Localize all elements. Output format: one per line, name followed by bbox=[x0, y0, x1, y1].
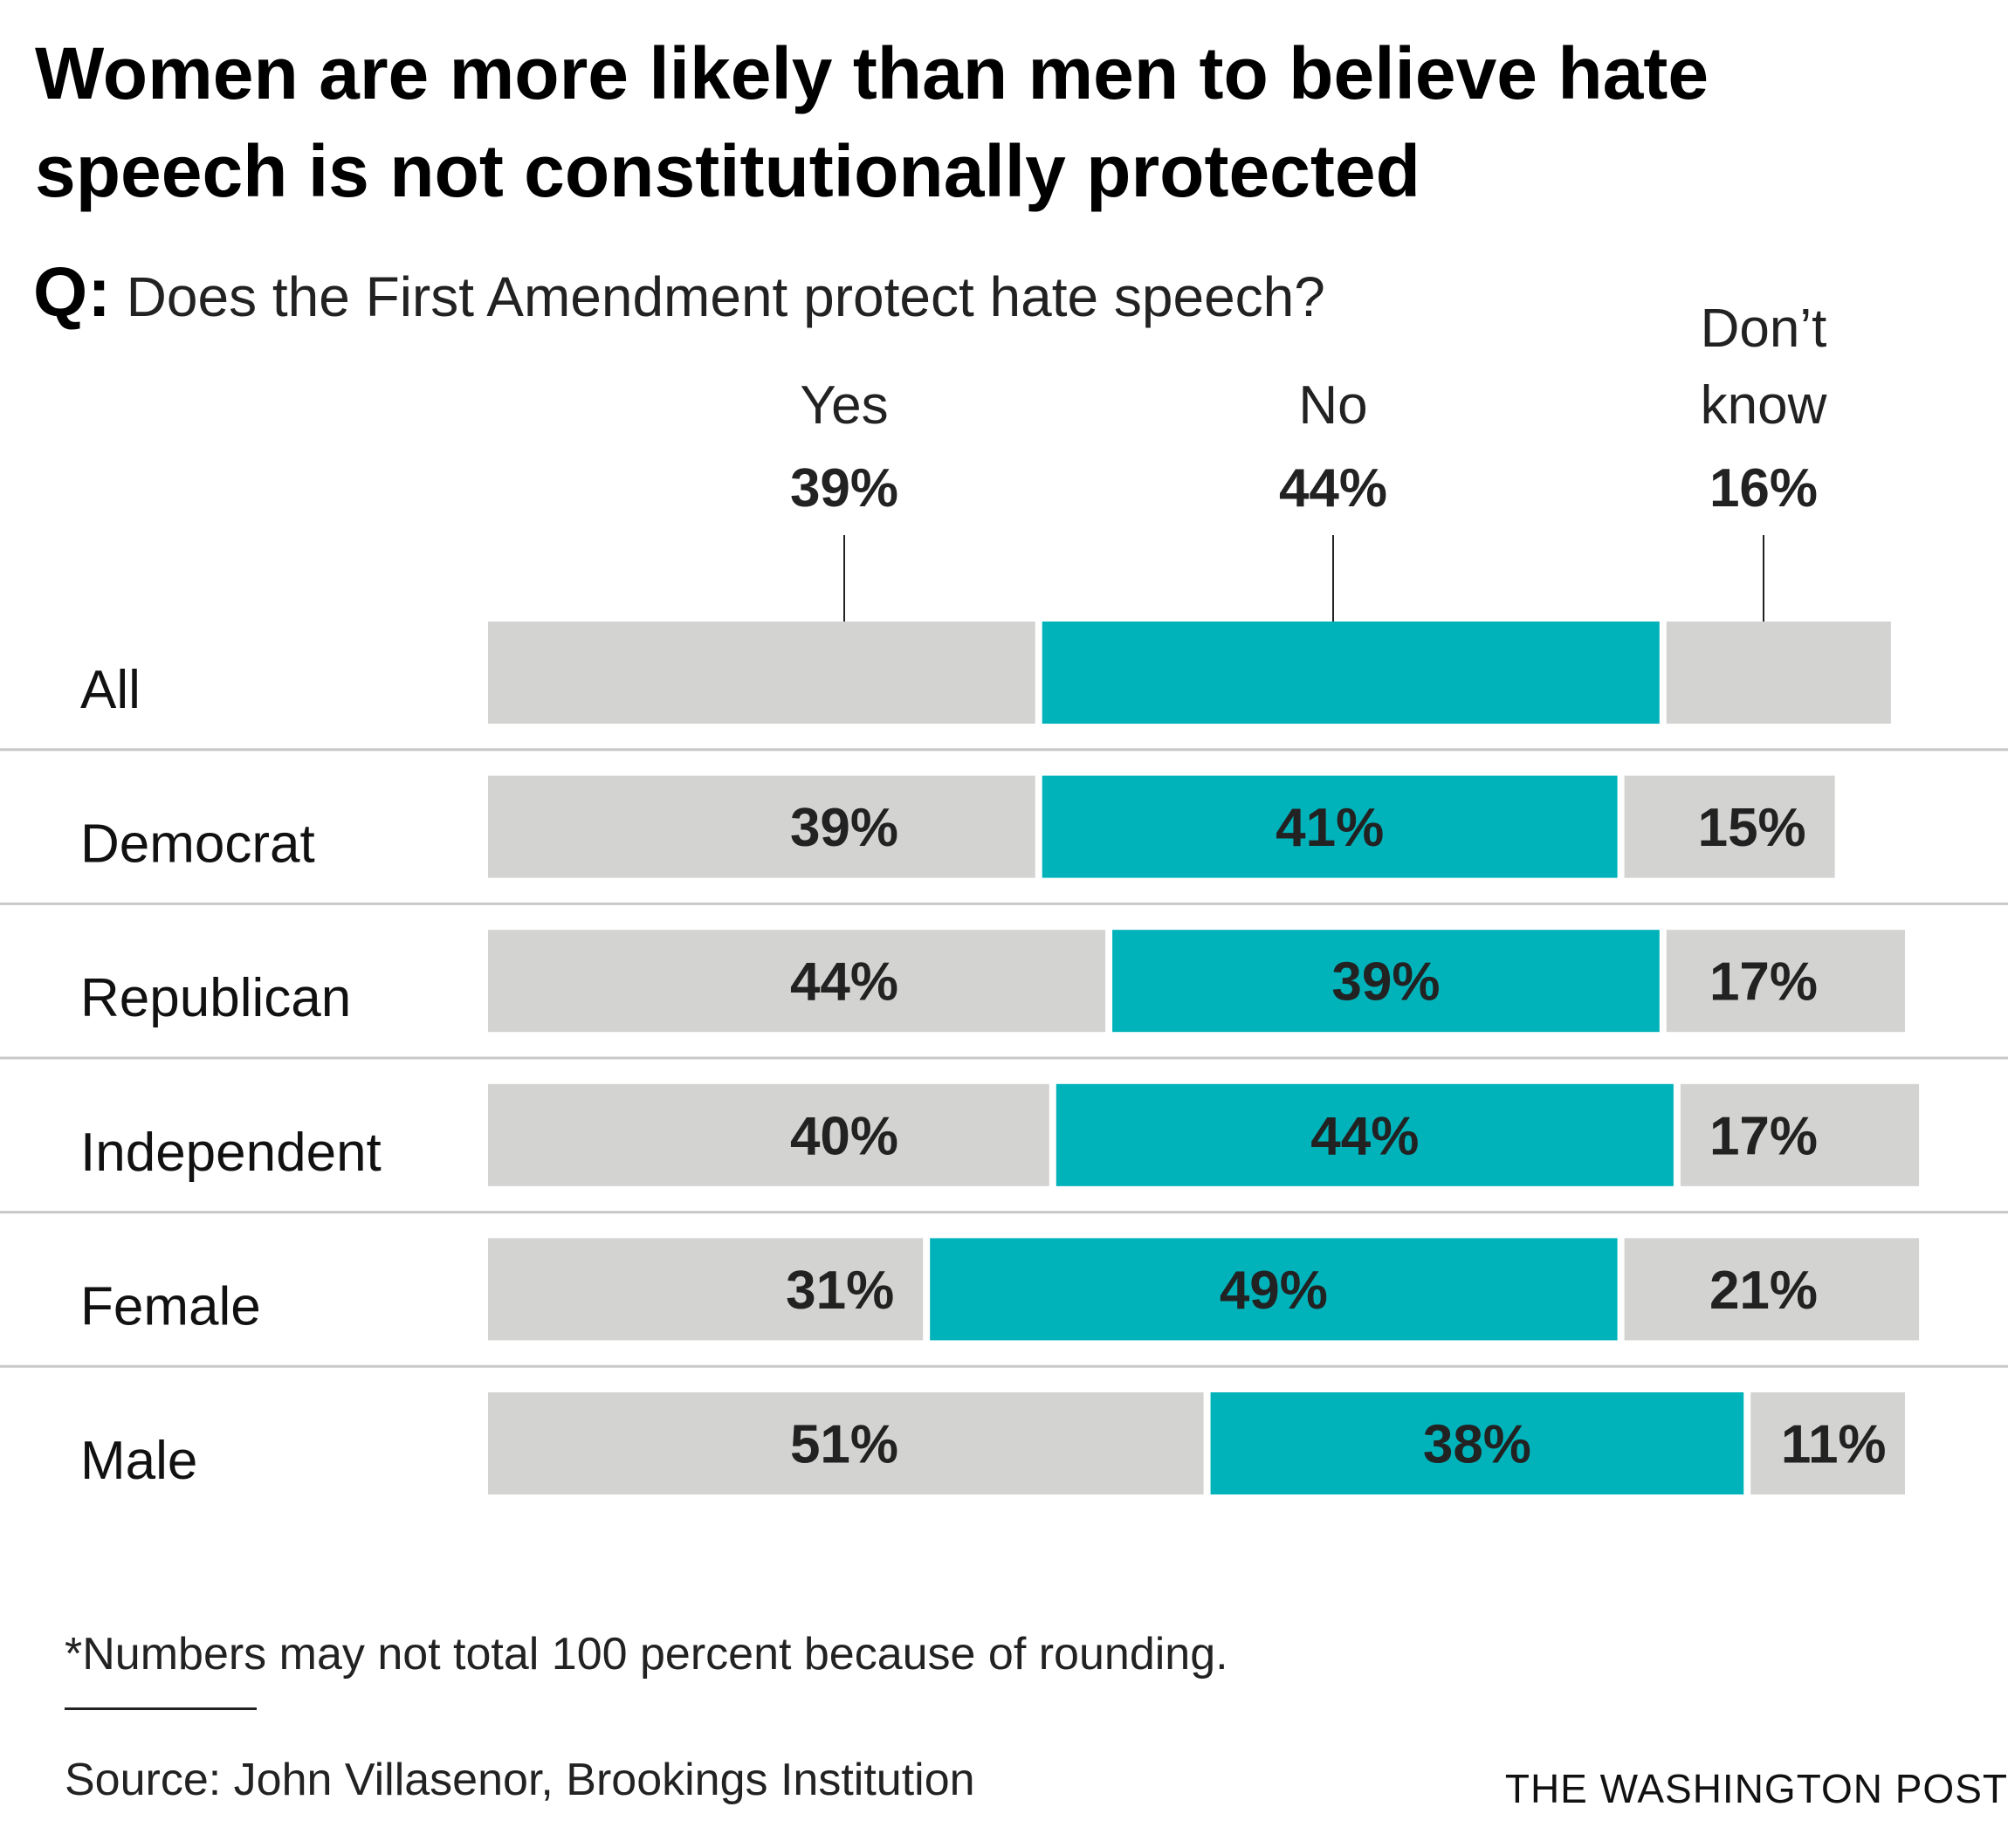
bar-independent-yes bbox=[488, 1083, 1049, 1186]
header-value-no: 44% bbox=[1279, 458, 1387, 519]
bar-male-don-t-know bbox=[1750, 1392, 1905, 1494]
row-all: All bbox=[80, 622, 1891, 724]
category-label-republican: Republican bbox=[80, 968, 351, 1028]
row-republican: Republican 44% 39% 17% bbox=[80, 930, 1905, 1033]
value-label-male-don-t-know: 11% bbox=[1781, 1415, 1887, 1475]
survey-question: Q: Does the First Amendment protect hate… bbox=[33, 253, 1325, 336]
row-independent: Independent 40% 44% 17% bbox=[80, 1083, 1920, 1186]
bar-all-don-t-know bbox=[1666, 622, 1891, 724]
source-note: Source: John Villasenor, Brookings Insti… bbox=[65, 1755, 975, 1805]
value-label-independent-don-t-know: 17% bbox=[1709, 1106, 1818, 1166]
bar-male-no bbox=[1210, 1392, 1744, 1494]
value-label-democrat-no: 41% bbox=[1276, 798, 1384, 858]
bar-democrat-don-t-know bbox=[1624, 775, 1835, 878]
bar-all-no bbox=[1042, 622, 1660, 724]
category-label-all: All bbox=[80, 660, 141, 720]
bar-male-yes bbox=[488, 1392, 1204, 1494]
header-value-don-t-know: 16% bbox=[1709, 458, 1818, 519]
row-male: Male 51% 38% 11% bbox=[80, 1392, 1905, 1494]
footnote-divider bbox=[65, 1707, 257, 1710]
bar-republican-no bbox=[1112, 930, 1660, 1033]
bar-independent-don-t-know bbox=[1680, 1083, 1920, 1186]
row-dividers bbox=[0, 748, 2008, 1368]
question-prefix: Q: bbox=[33, 253, 111, 331]
stacked-bar-chart: Yes 39% No 44% Don’t know 16% All Democrat 39% 41… bbox=[0, 299, 2008, 1494]
value-label-democrat-don-t-know: 15% bbox=[1698, 798, 1806, 858]
row-democrat: Democrat 39% 41% 15% bbox=[80, 775, 1835, 878]
value-label-female-yes: 31% bbox=[786, 1261, 894, 1321]
value-label-independent-no: 44% bbox=[1310, 1106, 1419, 1166]
category-label-male: Male bbox=[80, 1431, 197, 1491]
value-label-female-don-t-know: 21% bbox=[1709, 1261, 1818, 1321]
footnote: *Numbers may not total 100 percent becau… bbox=[65, 1629, 1228, 1680]
header-label-no: No bbox=[1298, 375, 1367, 436]
bar-independent-no bbox=[1056, 1083, 1674, 1186]
bar-democrat-no bbox=[1042, 775, 1618, 878]
category-label-democrat: Democrat bbox=[80, 814, 315, 875]
value-label-male-no: 38% bbox=[1423, 1415, 1531, 1475]
bar-all-yes bbox=[488, 622, 1035, 724]
value-label-republican-yes: 44% bbox=[790, 952, 898, 1013]
category-label-female: Female bbox=[80, 1276, 261, 1336]
category-label-independent: Independent bbox=[80, 1123, 382, 1183]
column-headers: Yes 39% No 44% Don’t know 16% bbox=[790, 299, 1827, 656]
question-text: Does the First Amendment protect hate sp… bbox=[126, 265, 1325, 328]
bar-democrat-yes bbox=[488, 775, 1035, 878]
header-label-don-t-know-line-2: know bbox=[1701, 375, 1827, 436]
bar-republican-yes bbox=[488, 930, 1106, 1033]
value-label-republican-don-t-know: 17% bbox=[1709, 952, 1818, 1013]
header-value-yes: 39% bbox=[790, 458, 898, 519]
bar-female-no bbox=[930, 1238, 1618, 1341]
publisher-credit: THE WASHINGTON POST bbox=[1504, 1766, 2008, 1811]
value-label-democrat-yes: 39% bbox=[790, 798, 898, 858]
bar-female-yes bbox=[488, 1238, 924, 1341]
value-label-independent-yes: 40% bbox=[790, 1106, 898, 1166]
bar-female-don-t-know bbox=[1624, 1238, 1920, 1341]
header-label-don-t-know-line-1: Don’t bbox=[1701, 299, 1827, 359]
chart-title: Women are more likely than men to believ… bbox=[35, 32, 1709, 212]
value-label-female-no: 49% bbox=[1220, 1261, 1328, 1321]
value-label-republican-no: 39% bbox=[1331, 952, 1440, 1013]
row-female: Female 31% 49% 21% bbox=[80, 1238, 1920, 1341]
value-label-male-yes: 51% bbox=[790, 1415, 898, 1475]
header-label-yes: Yes bbox=[800, 375, 888, 436]
bar-republican-don-t-know bbox=[1666, 930, 1905, 1033]
